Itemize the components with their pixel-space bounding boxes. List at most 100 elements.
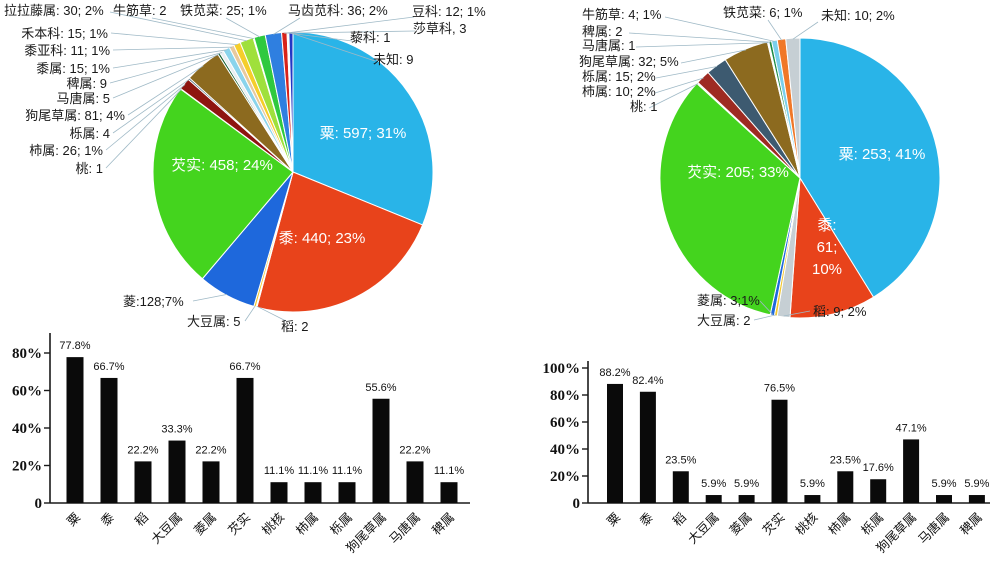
bar [338,482,356,503]
leader-line [112,49,227,69]
pie-outside-label: 大豆属: 5 [187,314,240,329]
x-category-label: 菱属 [727,510,755,538]
y-tick-label: 60% [12,384,42,400]
leader-line [628,32,771,43]
y-tick-label: 40% [550,442,580,458]
pie-outside-label: 莎草科, 3 [413,21,466,36]
bar [168,440,186,503]
y-tick-label: 20% [12,459,42,475]
bar-value-label: 23.5% [830,454,861,466]
leader-line [151,17,254,39]
bar-right: 0 20% 40% 60% 80% 100% 88.2% 粟 82.4% 黍 23.5% 稻 5.9% 大… [543,361,990,555]
leader-line [109,11,247,42]
pie-slice [659,82,801,316]
bar-value-label: 76.5% [764,383,795,395]
leader-line [655,66,718,79]
bar [66,357,84,503]
x-category-label: 栎属 [859,510,887,538]
pie-outside-label: 未知: 9 [373,52,413,67]
x-category-label: 大豆属 [685,510,721,546]
leader-line [256,305,287,322]
bar [202,461,220,503]
x-category-label: 菱属 [192,510,220,538]
bar [440,482,458,503]
bar-value-label: 77.8% [59,340,90,352]
x-category-label: 稗属 [957,510,985,538]
pie-outside-label: 菱属: 3;1% [697,293,760,308]
bar [968,495,985,503]
bar-value-label: 5.9% [964,478,989,490]
x-category-label: 粟 [64,510,83,529]
bar [639,391,656,503]
bar [236,377,254,503]
pie-left: 粟: 597; 31% 黍: 440; 23% 稻: 2 大豆属: 5菱:128;7%… [4,3,486,334]
bar [406,461,424,503]
leader-line [792,21,819,40]
leader-line [287,30,416,34]
pie-outside-label: 牛筋草: 2 [113,3,166,18]
bar-value-label: 5.9% [931,478,956,490]
x-category-label: 桃核 [792,509,821,538]
bar [771,399,788,503]
x-category-label: 芡实 [225,510,253,538]
pie-outside-label: 牛筋草: 4; 1% [582,7,662,22]
pie-outside-label: 藜科: 1 [350,30,390,45]
x-category-label: 马唐属 [386,510,423,547]
leader-line [112,78,190,134]
pie-outside-label: 菱:128;7% [123,294,184,309]
x-category-label: 稻 [670,510,689,529]
x-category-label: 柿属 [825,510,853,538]
leader-line [654,77,704,94]
x-category-label: 芡实 [759,510,787,538]
bar-value-label: 11.1% [298,465,329,477]
pie-outside-label: 稗属: 2 [582,24,622,39]
y-tick-label: 100% [543,361,581,377]
leader-line [192,294,228,302]
leader-line [112,53,220,99]
pie-outside-label: 未知: 10; 2% [821,8,895,23]
pie-inside-label: 黍: 61; 10% [812,217,842,278]
leader-line [244,305,256,322]
leader-line [105,89,182,169]
pie-outside-label: 狗尾草属: 81; 4% [25,108,125,123]
leader-line [290,32,376,62]
bar-value-label: 17.6% [863,462,894,474]
pie-outside-label: 稻: 9; 2% [813,304,867,319]
y-tick-label: 20% [550,469,580,485]
y-tick-label: 80% [12,346,42,362]
bar-value-label: 11.1% [332,465,363,477]
bar-value-label: 5.9% [800,478,825,490]
bar [270,482,288,503]
bar [372,398,390,503]
bar [705,495,722,503]
pie-outside-label: 马唐属: 1 [582,38,635,53]
x-category-label: 柿属 [293,510,321,538]
bar [837,471,854,503]
x-category-label: 稻 [132,510,151,529]
y-tick-label: 40% [12,421,42,437]
bar [936,495,952,503]
leader-line [648,83,699,109]
bar-left: 0 20% 40% 60% 80% 77.8% 粟 66.7% 黍 22.2% 稻 33.3% 大豆属 2… [12,333,470,555]
pie-outside-label: 禾本科: 15; 1% [21,26,108,41]
pie-slice [799,37,941,298]
bar [304,482,322,503]
pie-outside-label: 拉拉藤属: 30; 2% [4,3,104,18]
leader-line [110,32,238,45]
bar-value-label: 5.9% [701,478,726,490]
pie-outside-label: 桃: 1 [630,99,657,114]
leader-line [783,310,811,317]
pie-slice [152,88,294,280]
x-category-label: 桃核 [259,509,288,538]
bar-value-label: 11.1% [434,465,465,477]
pie-outside-label: 稗属: 9 [67,76,107,91]
pie-outside-label: 栎属: 15; 2% [582,69,656,84]
pie-slice [789,176,875,319]
leader-line [288,32,353,42]
pie-slice [292,31,434,226]
pie-outside-label: 柿属: 26; 1% [29,143,103,158]
pie-outside-label: 马唐属: 5 [57,91,110,106]
bar-value-label: 5.9% [734,478,759,490]
leader-line [284,16,415,34]
